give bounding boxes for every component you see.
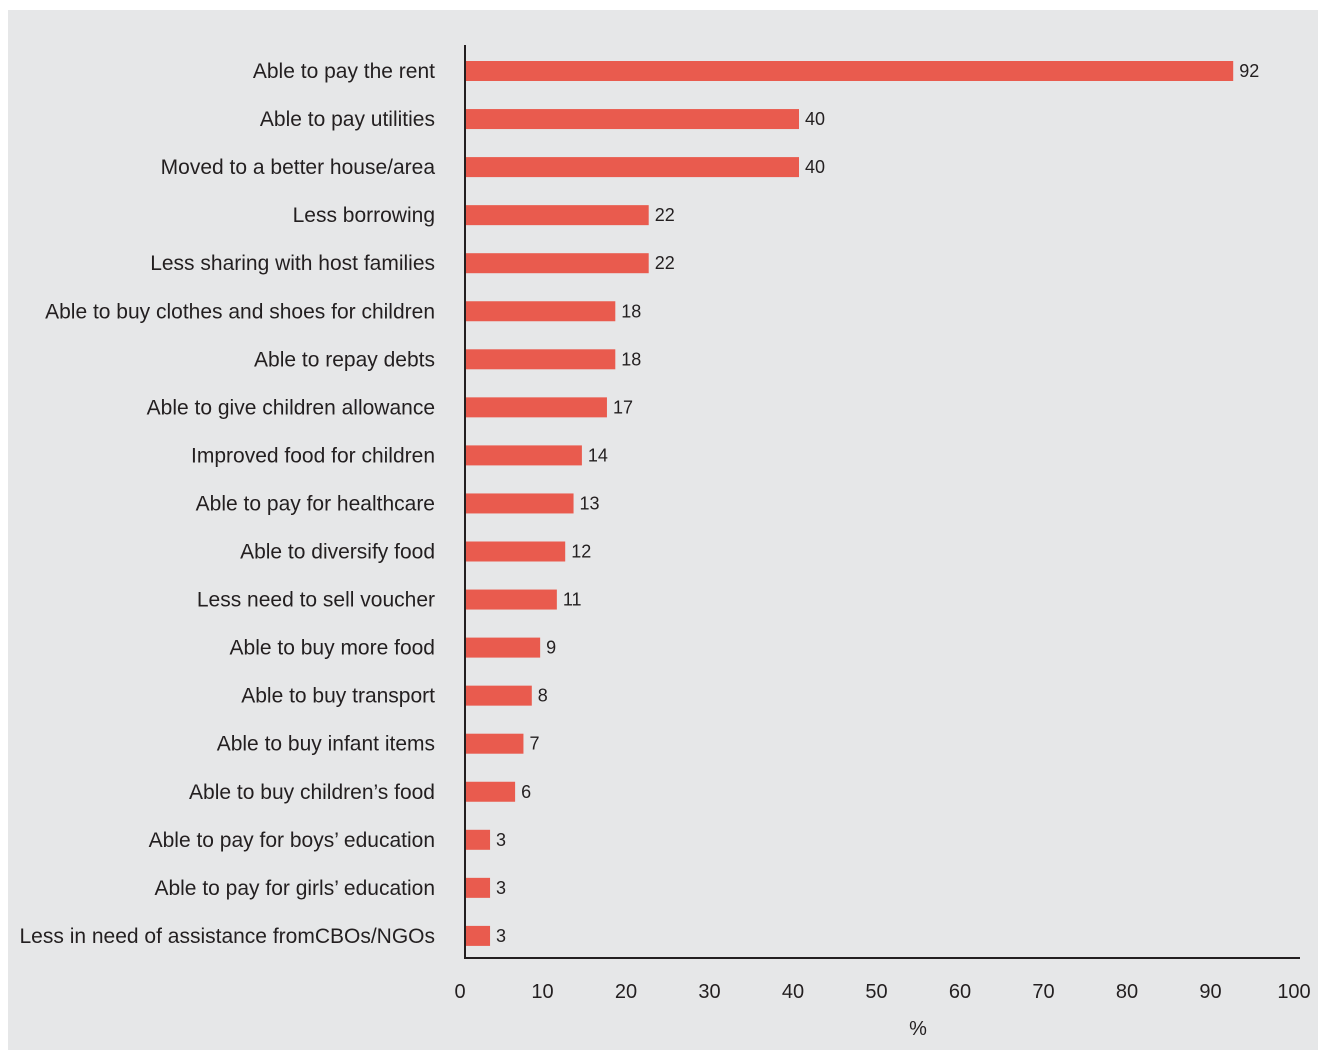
x-tick-label: 40 <box>782 981 804 1003</box>
category-label: Moved to a better house/area <box>161 156 436 179</box>
bar <box>465 829 491 850</box>
x-tick-label: 10 <box>531 981 553 1003</box>
x-tick-label: 90 <box>1199 981 1221 1003</box>
category-label: Able to give children allowance <box>147 396 435 419</box>
value-label: 22 <box>655 205 675 225</box>
bar <box>465 397 607 418</box>
x-axis-title: % <box>909 1018 927 1040</box>
category-label: Able to repay debts <box>254 348 435 371</box>
bar <box>465 301 616 322</box>
category-label: Able to pay the rent <box>253 60 435 83</box>
value-label: 9 <box>546 638 556 658</box>
category-label: Able to pay for healthcare <box>196 492 435 515</box>
value-label: 18 <box>621 301 641 321</box>
category-label: Able to diversify food <box>240 541 435 564</box>
category-label: Able to buy more food <box>230 637 435 660</box>
category-label: Less in need of assistance fromCBOs/NGOs <box>20 925 436 948</box>
value-label: 40 <box>805 157 825 177</box>
bar <box>465 61 1234 81</box>
category-label: Able to buy clothes and shoes for childr… <box>45 300 435 323</box>
x-tick-label: 60 <box>949 981 971 1003</box>
chart-frame: Able to pay the rent Able to pay utilitie… <box>8 10 1318 1050</box>
x-tick-label: 50 <box>865 981 887 1003</box>
category-label: Less borrowing <box>293 204 435 227</box>
category-label: Able to pay utilities <box>260 108 435 131</box>
bar <box>465 493 574 514</box>
x-tick-label: 80 <box>1116 981 1138 1003</box>
value-label: 6 <box>521 782 531 802</box>
x-tick-label: 0 <box>454 981 465 1003</box>
bar <box>465 109 799 130</box>
value-label: 11 <box>563 590 582 610</box>
value-label: 7 <box>529 734 539 754</box>
category-label: Able to buy transport <box>241 685 435 708</box>
x-tick-label: 100 <box>1277 981 1310 1003</box>
x-tick-labels: 0 10 20 30 40 50 60 70 80 90 100 <box>454 981 1310 1003</box>
category-labels: Able to pay the rent Able to pay utilitie… <box>20 60 436 948</box>
x-tick-label: 70 <box>1032 981 1054 1003</box>
bar <box>465 781 516 802</box>
bar <box>465 589 557 610</box>
value-label: 40 <box>805 109 825 129</box>
bar <box>465 205 649 226</box>
value-labels: 92 40 40 22 22 18 18 17 14 13 12 11 9 8 7 6 3 3 3 <box>496 61 1259 946</box>
bar-chart: Able to pay the rent Able to pay utilitie… <box>20 45 1311 1040</box>
bars-group <box>465 61 1234 946</box>
bar <box>465 877 491 898</box>
bar <box>465 637 541 658</box>
value-label: 22 <box>655 253 675 273</box>
value-label: 3 <box>496 926 506 946</box>
value-label: 92 <box>1239 61 1259 81</box>
bar <box>465 541 566 562</box>
value-label: 3 <box>496 878 506 898</box>
bar <box>465 685 532 706</box>
bar <box>465 349 616 370</box>
value-label: 3 <box>496 830 506 850</box>
category-label: Improved food for children <box>191 444 435 467</box>
bar <box>465 925 491 946</box>
x-tick-label: 20 <box>615 981 637 1003</box>
value-label: 13 <box>580 493 600 513</box>
category-label: Able to buy children’s food <box>189 781 435 804</box>
bar <box>465 157 799 178</box>
category-label: Able to pay for girls’ education <box>154 877 435 900</box>
value-label: 8 <box>538 686 548 706</box>
category-label: Less need to sell voucher <box>197 589 435 612</box>
value-label: 12 <box>571 542 591 562</box>
x-tick-label: 30 <box>698 981 720 1003</box>
category-label: Able to buy infant items <box>217 733 435 756</box>
value-label: 14 <box>588 445 608 465</box>
bar <box>465 445 582 466</box>
category-label: Able to pay for boys’ education <box>149 829 435 852</box>
value-label: 17 <box>613 397 633 417</box>
value-label: 18 <box>621 349 641 369</box>
bar <box>465 253 649 274</box>
category-label: Less sharing with host families <box>150 252 435 275</box>
bar <box>465 733 524 754</box>
